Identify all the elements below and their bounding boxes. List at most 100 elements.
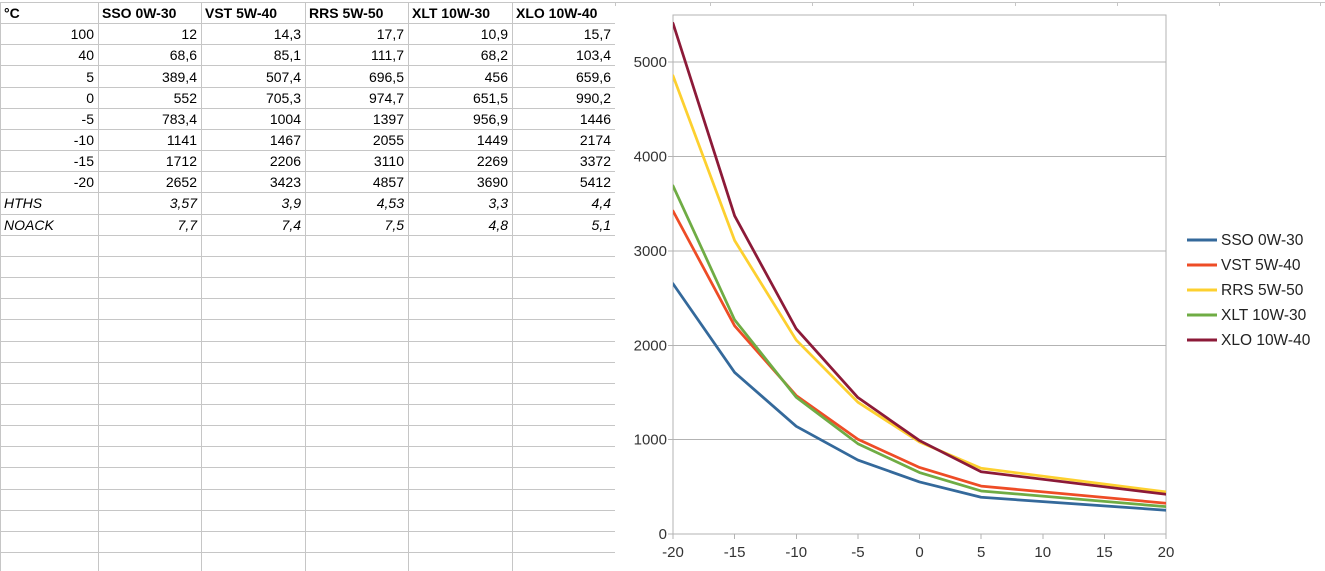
- header-cell[interactable]: RRS 5W-50: [305, 1, 409, 25]
- value-cell[interactable]: 956,9: [408, 107, 513, 130]
- empty-cell[interactable]: [512, 340, 616, 363]
- empty-cell[interactable]: [201, 340, 306, 363]
- empty-cell[interactable]: [512, 298, 616, 321]
- header-cell[interactable]: VST 5W-40: [201, 1, 306, 25]
- empty-cell[interactable]: [201, 234, 306, 257]
- empty-cell[interactable]: [512, 277, 616, 300]
- empty-cell[interactable]: [408, 255, 513, 279]
- header-cell[interactable]: XLT 10W-30: [408, 1, 513, 25]
- value-cell[interactable]: 14,3: [201, 23, 306, 46]
- empty-cell[interactable]: [98, 277, 202, 300]
- empty-cell[interactable]: [0, 382, 99, 405]
- empty-cell[interactable]: [0, 298, 99, 321]
- empty-cell[interactable]: [305, 298, 409, 321]
- value-cell[interactable]: 1712: [98, 150, 202, 173]
- empty-cell[interactable]: [408, 467, 513, 490]
- empty-cell[interactable]: [201, 298, 306, 321]
- value-cell[interactable]: 705,3: [201, 86, 306, 109]
- empty-cell[interactable]: [408, 509, 513, 532]
- chart-object[interactable]: 0 1000 2000 3000 4000 5000 -20 -15 -10 -5 0 5 10 15 20…: [615, 6, 1325, 571]
- value-cell[interactable]: 4857: [305, 171, 409, 194]
- value-cell[interactable]: 68,2: [408, 44, 513, 67]
- empty-cell[interactable]: [305, 446, 409, 469]
- value-cell[interactable]: 659,6: [512, 65, 616, 88]
- empty-cell[interactable]: [201, 382, 306, 405]
- empty-cell[interactable]: [0, 509, 99, 532]
- value-cell[interactable]: 1467: [201, 128, 306, 152]
- empty-cell[interactable]: [512, 361, 616, 384]
- empty-cell[interactable]: [512, 382, 616, 405]
- empty-cell[interactable]: [98, 361, 202, 384]
- empty-cell[interactable]: [305, 255, 409, 279]
- value-cell[interactable]: 111,7: [305, 44, 409, 67]
- value-cell[interactable]: 103,4: [512, 44, 616, 67]
- empty-cell[interactable]: [98, 425, 202, 448]
- value-cell[interactable]: 4,53: [305, 192, 409, 215]
- value-cell[interactable]: 651,5: [408, 86, 513, 109]
- empty-cell[interactable]: [0, 255, 99, 279]
- empty-cell[interactable]: [512, 467, 616, 490]
- empty-cell[interactable]: [0, 467, 99, 490]
- empty-cell[interactable]: [512, 319, 616, 342]
- empty-cell[interactable]: [98, 340, 202, 363]
- empty-cell[interactable]: [305, 552, 409, 571]
- empty-cell[interactable]: [201, 425, 306, 448]
- empty-cell[interactable]: [408, 298, 513, 321]
- empty-cell[interactable]: [201, 277, 306, 300]
- empty-cell[interactable]: [0, 277, 99, 300]
- empty-cell[interactable]: [408, 340, 513, 363]
- empty-cell[interactable]: [201, 446, 306, 469]
- value-cell[interactable]: 3110: [305, 150, 409, 173]
- value-cell[interactable]: 2174: [512, 128, 616, 152]
- header-cell[interactable]: XLO 10W-40: [512, 1, 616, 25]
- empty-cell[interactable]: [408, 552, 513, 571]
- empty-cell[interactable]: [408, 234, 513, 257]
- empty-cell[interactable]: [408, 361, 513, 384]
- empty-cell[interactable]: [0, 340, 99, 363]
- empty-cell[interactable]: [201, 530, 306, 554]
- value-cell[interactable]: 974,7: [305, 86, 409, 109]
- empty-cell[interactable]: [408, 382, 513, 405]
- value-cell[interactable]: 2269: [408, 150, 513, 173]
- empty-cell[interactable]: [305, 361, 409, 384]
- empty-cell[interactable]: [98, 403, 202, 427]
- empty-cell[interactable]: [201, 509, 306, 532]
- empty-cell[interactable]: [201, 319, 306, 342]
- empty-cell[interactable]: [98, 234, 202, 257]
- value-cell[interactable]: 4,4: [512, 192, 616, 215]
- empty-cell[interactable]: [305, 488, 409, 511]
- value-cell[interactable]: 3690: [408, 171, 513, 194]
- empty-cell[interactable]: [98, 446, 202, 469]
- empty-cell[interactable]: [408, 319, 513, 342]
- empty-cell[interactable]: [0, 403, 99, 427]
- value-cell[interactable]: 1397: [305, 107, 409, 130]
- empty-cell[interactable]: [201, 361, 306, 384]
- value-cell[interactable]: 3,3: [408, 192, 513, 215]
- value-cell[interactable]: 2206: [201, 150, 306, 173]
- empty-cell[interactable]: [408, 403, 513, 427]
- empty-cell[interactable]: [201, 403, 306, 427]
- value-cell[interactable]: 5412: [512, 171, 616, 194]
- row-label-cell[interactable]: -5: [0, 107, 99, 130]
- row-label-cell[interactable]: -20: [0, 171, 99, 194]
- value-cell[interactable]: 3,57: [98, 192, 202, 215]
- value-cell[interactable]: 3423: [201, 171, 306, 194]
- value-cell[interactable]: 85,1: [201, 44, 306, 67]
- empty-cell[interactable]: [0, 446, 99, 469]
- empty-cell[interactable]: [408, 446, 513, 469]
- value-cell[interactable]: 783,4: [98, 107, 202, 130]
- empty-cell[interactable]: [512, 552, 616, 571]
- value-cell[interactable]: 10,9: [408, 23, 513, 46]
- empty-cell[interactable]: [201, 488, 306, 511]
- empty-cell[interactable]: [0, 234, 99, 257]
- empty-cell[interactable]: [98, 467, 202, 490]
- empty-cell[interactable]: [305, 277, 409, 300]
- value-cell[interactable]: 552: [98, 86, 202, 109]
- value-cell[interactable]: 68,6: [98, 44, 202, 67]
- row-label-cell[interactable]: HTHS: [0, 192, 99, 215]
- empty-cell[interactable]: [0, 530, 99, 554]
- value-cell[interactable]: 456: [408, 65, 513, 88]
- header-cell[interactable]: °C: [0, 1, 99, 25]
- value-cell[interactable]: 12: [98, 23, 202, 46]
- empty-cell[interactable]: [0, 488, 99, 511]
